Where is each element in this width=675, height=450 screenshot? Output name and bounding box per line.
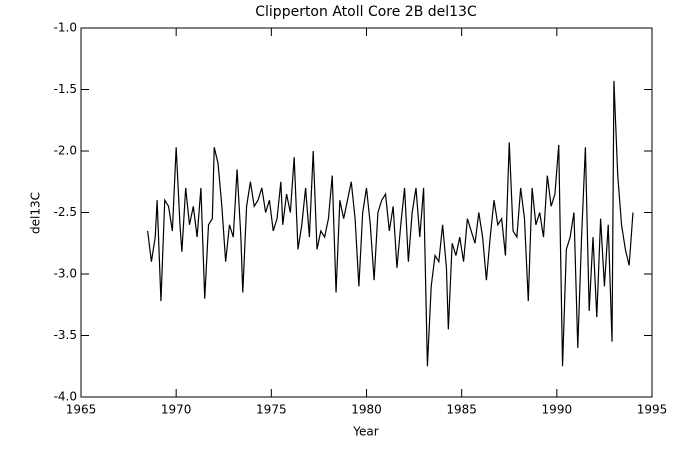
y-tick-label: -1.0 xyxy=(54,21,77,35)
plot-frame xyxy=(80,27,653,398)
y-tick-label: -3.0 xyxy=(54,267,77,281)
x-axis-label: Year xyxy=(352,425,378,439)
x-tick-label: 1975 xyxy=(256,403,287,417)
y-tick-label: -2.5 xyxy=(54,205,77,219)
x-tick-label: 1995 xyxy=(637,403,668,417)
x-tick-label: 1980 xyxy=(351,403,382,417)
chart-title: Clipperton Atoll Core 2B del13C xyxy=(255,4,477,20)
y-tick-label: -4.0 xyxy=(54,390,77,404)
y-tick-label: -2.0 xyxy=(54,144,77,158)
x-tick-label: 1965 xyxy=(66,403,97,417)
x-tick-label: 1990 xyxy=(542,403,573,417)
x-tick-label: 1970 xyxy=(161,403,192,417)
y-tick-label: -3.5 xyxy=(54,328,77,342)
y-axis-label: del13C xyxy=(29,192,43,234)
x-tick-label: 1985 xyxy=(446,403,477,417)
data-line xyxy=(147,80,634,367)
y-tick-label: -1.5 xyxy=(54,82,77,96)
